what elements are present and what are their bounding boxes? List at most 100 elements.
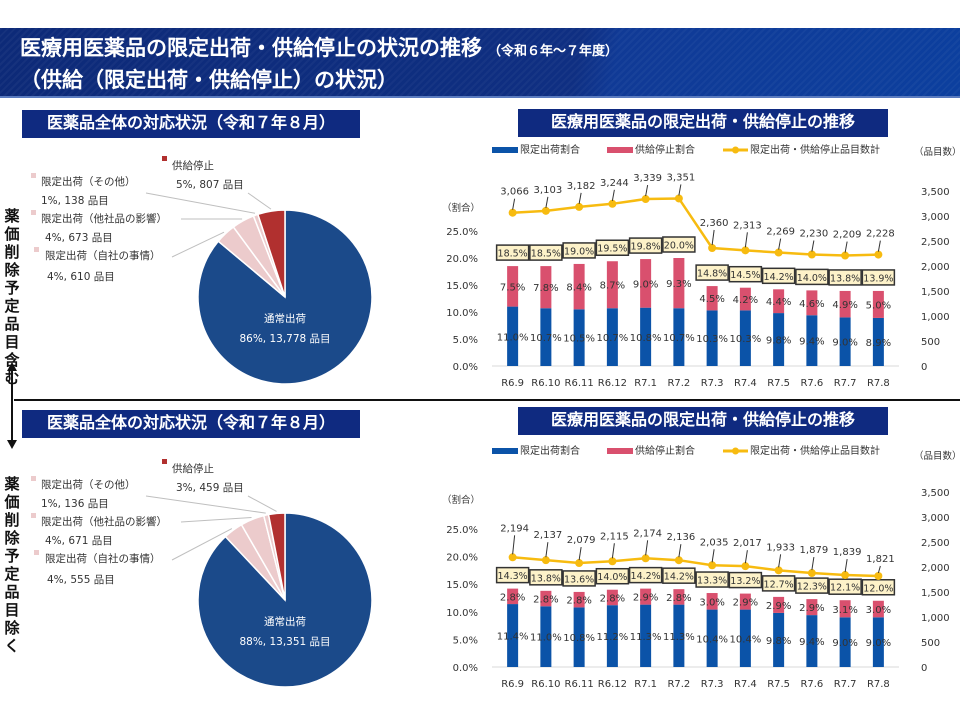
bar-limited-value-label: 10.8% [630, 333, 662, 344]
trend-title-bottom: 医療用医薬品の限定出荷・供給停止の推移 [518, 407, 888, 435]
legend-stopped-label: 供給停止割合 [635, 143, 695, 156]
x-axis-tick: R6.12 [598, 679, 627, 690]
bar-stopped-R7.5 [773, 289, 785, 314]
left-axis-tick: 20.0% [446, 553, 478, 564]
x-axis-tick: R6.9 [501, 378, 524, 389]
right-axis-tick: 1,500 [921, 588, 950, 599]
count-leader-line [678, 544, 682, 558]
x-axis-tick: R7.2 [667, 378, 690, 389]
count-line [512, 556, 879, 578]
bar-stopped-value-label: 2.8% [666, 593, 691, 604]
total-label-box [761, 267, 796, 285]
bar-limited-value-label: 10.3% [729, 334, 761, 345]
count-point-R7.7 [841, 571, 850, 580]
count-value-label: 3,103 [534, 185, 563, 196]
x-axis-tick: R7.3 [701, 679, 724, 690]
x-axis-tick: R7.1 [634, 378, 657, 389]
total-value-label: 20.0% [664, 241, 694, 252]
count-point-R7.1 [641, 195, 650, 204]
bar-stopped-value-label: 2.8% [600, 593, 625, 604]
x-axis-tick: R7.4 [734, 679, 757, 690]
total-label-box [828, 578, 862, 595]
total-label-box [562, 242, 596, 259]
bar-limited-R7.7 [839, 317, 851, 366]
count-value-label: 2,230 [800, 229, 829, 240]
pie-label-value: 5%, 807 品目 [176, 179, 244, 191]
total-label-box [662, 236, 696, 253]
bar-limited-R7.3 [706, 609, 718, 667]
count-value-label: 2,209 [833, 230, 862, 241]
bar-stopped-R7.1 [640, 259, 652, 308]
bar-limited-value-label: 10.3% [696, 334, 728, 345]
bar-limited-R7.6 [806, 615, 818, 667]
pie-leader-line [180, 517, 252, 523]
right-axis-tick: 2,500 [921, 237, 950, 248]
bar-limited-value-label: 11.4% [497, 632, 529, 643]
pie-label-normal-name: 通常出荷 [264, 312, 306, 325]
right-axis-tick: 0 [921, 362, 927, 373]
count-value-label: 2,360 [700, 218, 729, 229]
count-value-label: 1,821 [866, 554, 895, 565]
arrow-up-icon [7, 362, 17, 371]
count-leader-line [778, 554, 782, 568]
pie-label-name: 供給停止 [172, 462, 214, 475]
trend-chart-excluding: 限定出荷割合 供給停止割合 限定出荷・供給停止品目数計 （品目数） （割合） 0.0% 5.… [442, 444, 960, 690]
x-axis-tick: R7.8 [867, 679, 890, 690]
total-label-box [595, 239, 630, 256]
legend-marker-icon [34, 247, 39, 252]
count-value-label: 2,017 [733, 538, 762, 549]
pie-leader-line [247, 495, 277, 512]
count-value-label: 3,066 [500, 187, 529, 198]
count-leader-line [512, 535, 516, 555]
pie-label-normal-value: 88%, 13,351 品目 [239, 636, 330, 648]
pie-leader-line [247, 192, 272, 210]
count-point-R6.12 [608, 557, 617, 566]
bar-stopped-R6.10 [540, 590, 552, 607]
count-point-R6.12 [608, 199, 617, 208]
pie-label-value: 4%, 610 品目 [47, 271, 115, 283]
pie-label-name: 限定出荷（他社品の影響） [41, 515, 167, 528]
total-value-label: 12.7% [764, 579, 794, 590]
bar-limited-value-label: 10.5% [563, 334, 595, 345]
total-value-label: 14.2% [664, 572, 694, 583]
legend-line-label: 限定出荷・供給停止品目数計 [750, 444, 880, 457]
bar-stopped-R7.1 [640, 588, 652, 605]
bar-limited-R7.2 [673, 308, 685, 366]
legend-marker-icon [162, 459, 167, 464]
bar-stopped-R7.2 [673, 589, 685, 605]
count-leader-line [844, 558, 848, 573]
bar-stopped-R6.11 [573, 263, 585, 310]
total-label-box [795, 577, 829, 594]
count-value-label: 2,079 [567, 535, 596, 546]
total-label-box [529, 244, 563, 261]
legend-marker-icon [34, 550, 39, 555]
bar-limited-R7.6 [806, 315, 818, 366]
count-value-label: 1,933 [766, 542, 795, 553]
bar-stopped-value-label: 3.0% [699, 597, 724, 608]
count-leader-line [877, 565, 881, 574]
bar-stopped-value-label: 5.0% [866, 300, 891, 311]
count-point-R6.11 [575, 559, 584, 568]
x-axis-tick: R7.2 [667, 679, 690, 690]
bar-stopped-R6.12 [606, 261, 618, 309]
count-leader-line [645, 184, 649, 197]
bar-limited-value-label: 11.2% [596, 632, 628, 643]
count-value-label: 3,351 [667, 172, 696, 183]
total-value-label: 14.2% [764, 272, 794, 283]
count-leader-line [645, 540, 649, 556]
count-leader-line [545, 542, 549, 558]
bar-stopped-value-label: 4.9% [832, 300, 857, 311]
count-point-R7.6 [807, 250, 816, 259]
bar-stopped-value-label: 3.0% [866, 605, 891, 616]
page-header: 医療用医薬品の限定出荷・供給停止の状況の推移 （令和６年～７年度） （供給（限定出… [0, 28, 960, 98]
total-value-label: 19.8% [631, 242, 661, 253]
bar-limited-value-label: 10.7% [663, 333, 695, 344]
count-value-label: 3,182 [567, 181, 596, 192]
bar-stopped-R7.3 [706, 286, 718, 311]
bar-stopped-value-label: 2.8% [533, 595, 558, 606]
bar-limited-R7.5 [773, 313, 785, 366]
count-value-label: 3,339 [633, 173, 662, 184]
bar-limited-R6.12 [606, 605, 618, 667]
bar-stopped-value-label: 9.3% [666, 279, 691, 290]
pie-label-value: 1%, 138 品目 [41, 195, 109, 207]
